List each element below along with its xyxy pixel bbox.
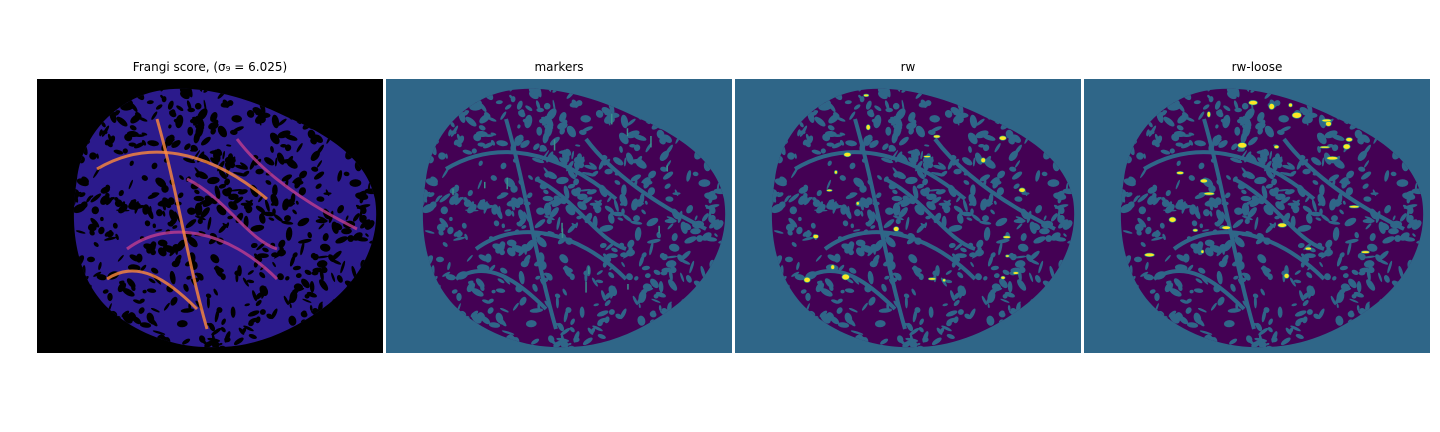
marker-region: [588, 266, 590, 274]
marker-region: [650, 136, 652, 148]
marker-region: [484, 181, 486, 189]
label-region: [1144, 252, 1155, 257]
marker-region: [561, 228, 564, 238]
label-region: [923, 155, 931, 158]
label-region: [1203, 191, 1215, 196]
label-region: [812, 234, 819, 239]
label-region: [1348, 205, 1360, 209]
panel-title-rw: rw: [900, 60, 916, 74]
label-region: [998, 135, 1007, 141]
label-region: [803, 276, 811, 283]
label-region: [1005, 254, 1010, 258]
label-region: [843, 152, 852, 158]
label-region: [1360, 250, 1370, 254]
label-region: [834, 170, 838, 175]
label-region: [826, 189, 833, 192]
label-region: [893, 226, 900, 232]
label-region: [1221, 225, 1231, 230]
marker-region: [452, 188, 454, 196]
label-region: [1168, 216, 1177, 223]
label-region: [1237, 142, 1247, 149]
rw-loose-image: [1084, 79, 1430, 353]
marker-region: [585, 282, 587, 293]
markers-image: [386, 79, 732, 353]
panel-title-markers: markers: [534, 60, 584, 74]
marker-region: [658, 225, 660, 234]
label-region: [863, 93, 870, 97]
label-region: [1200, 249, 1205, 254]
label-region: [1268, 103, 1275, 110]
label-region: [1304, 246, 1312, 251]
label-region: [1273, 144, 1280, 149]
label-region: [1319, 145, 1331, 149]
rw-image: [735, 79, 1081, 353]
label-region: [1000, 275, 1006, 280]
marker-region: [553, 139, 556, 151]
label-region: [928, 277, 937, 281]
label-region: [1345, 137, 1353, 142]
label-region: [841, 273, 850, 281]
label-region: [1200, 178, 1208, 184]
marker-region: [561, 222, 563, 232]
label-region: [1002, 235, 1011, 239]
label-region: [1012, 271, 1020, 275]
label-region: [1325, 120, 1332, 127]
label-region: [1248, 100, 1258, 106]
label-region: [1291, 111, 1302, 119]
label-region: [980, 157, 986, 163]
label-region: [1277, 222, 1287, 228]
panel-title-frangi: Frangi score, (σ₉ = 6.025): [132, 60, 288, 74]
label-region: [856, 201, 860, 206]
label-region: [1342, 143, 1351, 150]
marker-region: [506, 177, 508, 190]
label-region: [1283, 273, 1290, 279]
marker-region: [611, 113, 613, 125]
label-region: [1176, 171, 1184, 175]
label-region: [1192, 228, 1199, 233]
label-region: [933, 134, 941, 139]
marker-region: [626, 128, 629, 137]
label-region: [1206, 111, 1211, 118]
label-region: [942, 278, 947, 283]
marker-region: [627, 284, 629, 290]
label-region: [830, 264, 835, 270]
label-region: [865, 124, 871, 131]
label-region: [1288, 102, 1293, 108]
label-region: [1018, 187, 1026, 193]
label-region: [1326, 156, 1339, 161]
marker-region: [666, 165, 668, 172]
panel-title-rw-loose: rw-loose: [1231, 60, 1283, 74]
frangi-score-image: [37, 79, 383, 353]
